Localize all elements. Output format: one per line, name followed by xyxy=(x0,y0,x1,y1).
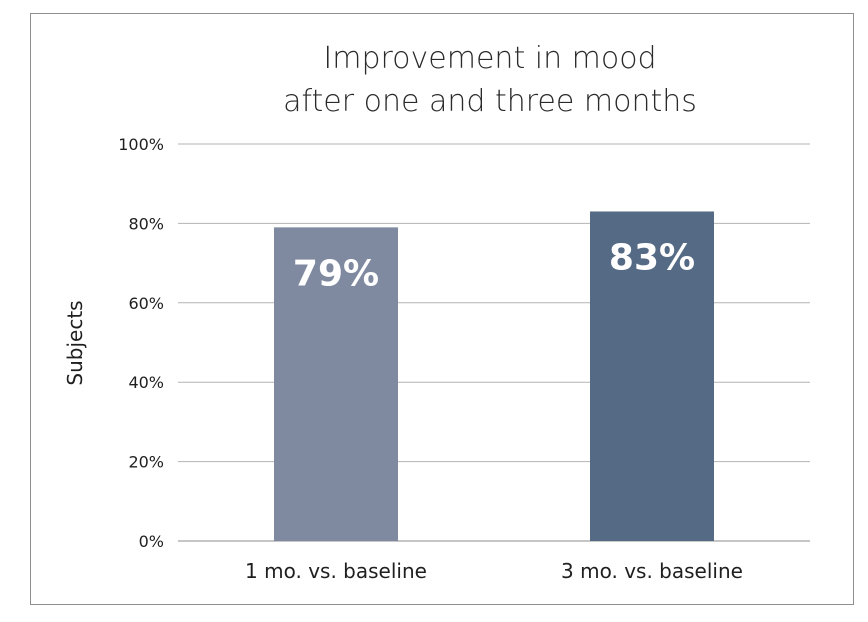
data-label-2: 83% xyxy=(609,237,695,278)
bar-1 xyxy=(274,227,398,541)
x-category-label-1: 1 mo. vs. baseline xyxy=(245,559,427,583)
bar-2 xyxy=(590,211,714,542)
x-category-label-2: 3 mo. vs. baseline xyxy=(561,559,743,583)
x-axis-categories: 1 mo. vs. baseline 3 mo. vs. baseline xyxy=(245,559,743,583)
bars: 79% 83% xyxy=(274,211,714,542)
y-axis-ticks: 0% 20% 40% 60% 80% 100% xyxy=(118,135,164,551)
y-tick-label: 20% xyxy=(128,453,164,472)
data-label-1: 79% xyxy=(293,253,379,294)
gridlines xyxy=(178,143,810,542)
y-tick-label: 60% xyxy=(128,294,164,313)
y-tick-label: 0% xyxy=(139,532,164,551)
chart-title-line-2: after one and three months xyxy=(283,84,697,119)
y-axis-label: Subjects xyxy=(63,300,87,385)
y-tick-label: 80% xyxy=(128,214,164,233)
chart-title: Improvement in mood after one and three … xyxy=(150,37,830,123)
y-tick-label: 100% xyxy=(118,135,164,154)
y-tick-label: 40% xyxy=(128,373,164,392)
chart-title-line-1: Improvement in mood xyxy=(323,41,657,76)
chart-frame xyxy=(30,13,854,605)
